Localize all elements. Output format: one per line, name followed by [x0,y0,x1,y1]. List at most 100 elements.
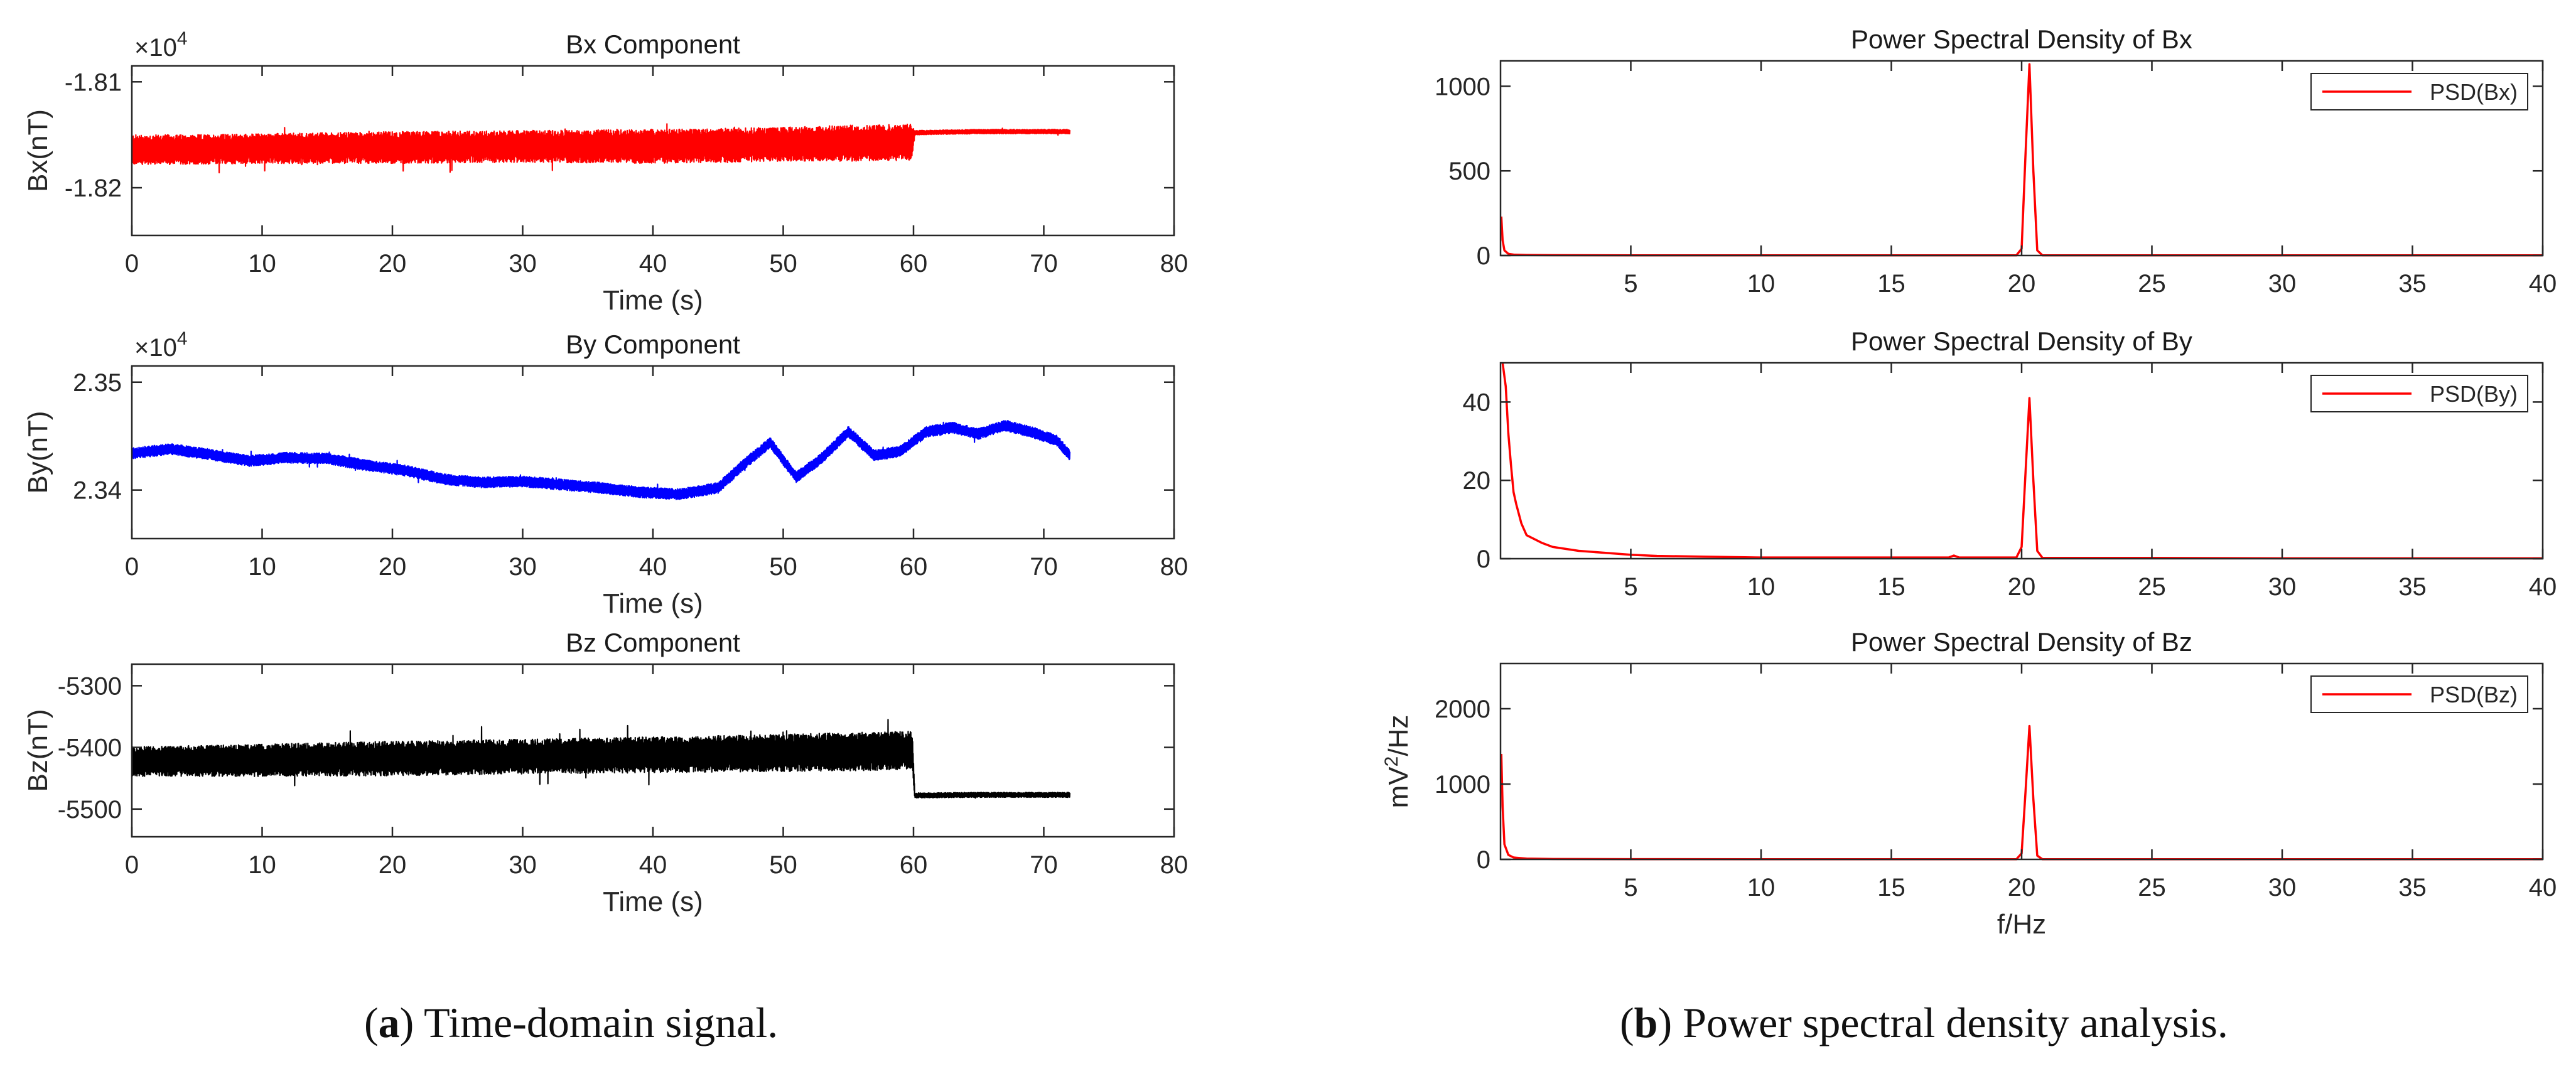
x-tick-label: 30 [2268,874,2297,901]
y-tick-label: -5500 [58,796,122,824]
y-tick-label: 0 [1477,546,1490,573]
x-tick-label: 30 [2268,573,2297,601]
legend-label: PSD(Bz) [2430,682,2518,707]
x-tick-label: 40 [639,553,667,581]
x-tick-label: 25 [2138,270,2166,298]
x-tick-label: 35 [2398,874,2427,901]
caption-right-text: Power spectral density analysis. [1672,999,2228,1046]
chart-panel-3: 0 10 20 30 40 50 60 70 80 -5300 -5400 -5500 Bz Compo… [23,628,1188,917]
x-tick-label: 20 [379,250,407,277]
y-tick-label: -1.82 [65,175,122,202]
chart-title: Power Spectral Density of Bx [1851,24,2192,54]
y-tick-label: 20 [1463,467,1491,495]
y-tick-label: 1000 [1435,771,1490,798]
series-line-3-1 [131,719,1071,799]
x-tick-label: 0 [125,250,139,277]
x-tick-label: 30 [509,553,537,581]
caption-right-letter: b [1634,999,1658,1046]
y-axis-label-unit: /Hz [1383,715,1414,756]
caption-left-letter: a [378,999,400,1046]
y-axis-label: Bz(nT) [23,709,53,792]
x-tick-label: 40 [2529,270,2557,298]
x-tick-label: 70 [1030,851,1058,879]
x-tick-label: 40 [2529,874,2557,901]
x-tick-label: 20 [379,553,407,581]
y-tick-label: 2.34 [73,477,122,505]
x-tick-label: 0 [125,553,139,581]
axis-exponent-power: 4 [177,28,188,49]
chart-panel-2: 0 10 20 30 40 50 60 70 802.352.34×104 By Componen… [23,328,1188,619]
x-tick-label: 0 [125,851,139,879]
x-tick-label: 5 [1624,573,1637,601]
x-tick-label: 30 [509,250,537,277]
legend-box [2310,375,2528,412]
chart-title: Bx Component [566,30,740,59]
x-tick-label: 15 [1877,573,1905,601]
chart-title: Power Spectral Density of By [1851,326,2192,356]
legend: PSD(Bx) [2310,73,2528,110]
legend-label: PSD(Bx) [2430,79,2518,105]
x-tick-label: 25 [2138,874,2166,901]
x-tick-label: 50 [769,250,797,277]
chart-title: By Component [566,330,740,359]
y-tick-label: 1000 [1435,73,1490,100]
caption-left: (a) Time-domain signal. [364,999,779,1046]
x-tick-label: 40 [2529,573,2557,601]
x-tick-label: 50 [769,851,797,879]
series-line-5-1 [1501,362,2543,560]
y-tick-label: 2000 [1435,696,1490,723]
x-tick-label: 10 [1747,270,1776,298]
chart-panel-5: 5 10 15 20 25 30 35 40 0 20 40 Power Spectral Densi… [1463,326,2557,601]
x-tick-label: 25 [2138,573,2166,601]
y-tick-label: 2.35 [73,369,122,397]
y-tick-label: 40 [1463,389,1491,416]
y-tick-label: -5300 [58,672,122,700]
x-tick-label: 80 [1160,851,1188,879]
x-tick-label: 35 [2398,270,2427,298]
x-tick-label: 60 [900,250,928,277]
x-tick-label: 10 [1747,573,1776,601]
x-tick-label: 5 [1624,874,1637,901]
caption-left-text: Time-domain signal. [414,999,779,1046]
caption-right: (b) Power spectral density analysis. [1620,999,2228,1046]
axis-exponent-power: 4 [177,328,188,349]
y-tick-label: 0 [1477,846,1490,874]
x-tick-label: 35 [2398,573,2427,601]
legend-label: PSD(By) [2430,381,2518,407]
y-axis-label: By(nT) [23,411,53,494]
x-tick-label: 40 [639,250,667,277]
chart-panel-6: 5 10 15 20 25 30 35 40 0 1000 2000 Power Spectral D… [1381,627,2557,940]
x-tick-label: 10 [248,851,276,879]
y-tick-label: 500 [1448,158,1490,185]
y-axis-label-base: mV [1383,766,1414,809]
x-tick-label: 40 [639,851,667,879]
chart-panel-4: 5 10 15 20 25 30 35 40 0 500 1000 Power Spectral De… [1435,24,2557,298]
chart-panel-1: 0 10 20 30 40 50 60 70 80-1.81-1.82×104 Bx Compon… [23,28,1188,316]
legend: PSD(By) [2310,375,2528,412]
x-tick-label: 50 [769,553,797,581]
x-tick-label: 20 [2008,270,2036,298]
x-tick-label: 20 [379,851,407,879]
x-axis-label: Time (s) [603,588,703,619]
x-tick-label: 15 [1877,270,1905,298]
y-tick-label: -5400 [58,734,122,762]
series-line-2-1 [131,420,1071,500]
y-axis-label: Bx(nT) [23,109,53,192]
x-axis-label: f/Hz [1997,909,2046,940]
x-tick-label: 20 [2008,874,2036,901]
chart-title: Power Spectral Density of Bz [1851,627,2192,657]
x-tick-label: 10 [248,250,276,277]
x-axis-label: Time (s) [603,285,703,316]
x-tick-label: 80 [1160,250,1188,277]
x-tick-label: 70 [1030,250,1058,277]
series-line-1-1 [131,123,1071,174]
chart-title: Bz Component [566,628,740,657]
x-tick-label: 30 [2268,270,2297,298]
x-tick-label: 80 [1160,553,1188,581]
x-tick-label: 20 [2008,573,2036,601]
x-tick-label: 60 [900,553,928,581]
x-tick-label: 10 [1747,874,1776,901]
y-axis-label-power: 2 [1381,756,1402,767]
y-tick-label: -1.81 [65,68,122,96]
